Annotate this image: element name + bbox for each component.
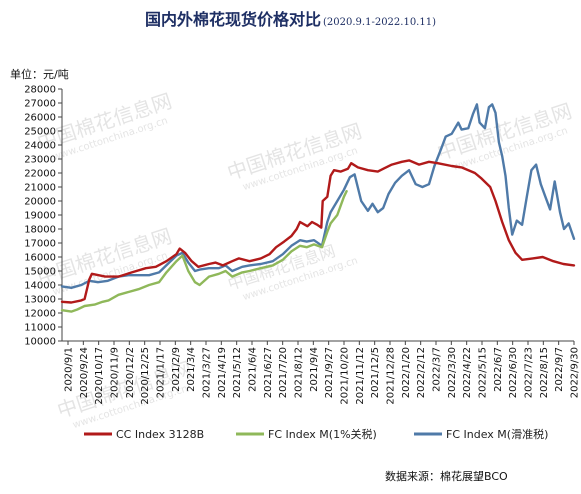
y-tick-label: 16000 — [24, 253, 56, 264]
x-tick-label: 2021/4/19 — [217, 347, 228, 398]
x-tick-label: 2020/12/25 — [140, 347, 151, 405]
x-tick-label: 2022/5/15 — [478, 347, 489, 398]
y-tick-label: 26000 — [24, 113, 56, 124]
x-tick-label: 2022/6/30 — [508, 347, 519, 398]
x-tick-label: 2021/9/4 — [309, 347, 320, 392]
x-tick-label: 2022/9/30 — [570, 347, 581, 398]
x-tick-label: 2022/3/7 — [432, 347, 443, 392]
y-tick-label: 21000 — [24, 183, 56, 194]
x-tick-label: 2021/3/27 — [202, 347, 213, 398]
chart-title: 国内外棉花现货价格对比 — [145, 10, 322, 29]
x-tick-label: 2021/6/4 — [248, 347, 259, 392]
x-tick-label: 2022/2/12 — [416, 347, 427, 398]
chart-subtitle: (2020.9.1-2022.10.11) — [323, 17, 436, 28]
y-tick-label: 14000 — [24, 281, 56, 292]
x-tick-label: 2020/11/9 — [110, 347, 121, 398]
x-tick-label: 2022/3/30 — [447, 347, 458, 398]
x-tick-label: 2022/9/7 — [554, 347, 565, 392]
series-line — [60, 159, 576, 304]
y-tick-label: 17000 — [24, 239, 56, 250]
x-tick-label: 2022/6/7 — [493, 347, 504, 392]
y-tick-label: 23000 — [24, 155, 56, 166]
x-tick-label: 2021/2/9 — [171, 347, 182, 392]
legend-label: FC Index M(滑准税) — [446, 427, 548, 441]
x-tick-label: 2020/10/17 — [94, 347, 105, 405]
data-source-note: 数据来源：棉花展望BCO — [385, 470, 508, 483]
x-tick-label: 2022/8/15 — [539, 347, 550, 398]
x-tick-label: 2021/3/4 — [186, 347, 197, 392]
x-tick-label: 2020/9/1 — [64, 347, 75, 392]
x-tick-label: 2021/11/12 — [355, 347, 366, 405]
y-tick-label: 15000 — [24, 267, 56, 278]
series-lines — [60, 103, 576, 313]
y-tick-label: 19000 — [24, 211, 56, 222]
x-tick-label: 2021/5/12 — [232, 347, 243, 398]
y-tick-label: 25000 — [24, 127, 56, 138]
y-axis-unit-label: 单位：元/吨 — [10, 68, 69, 81]
x-tick-label: 2022/1/20 — [401, 347, 412, 398]
y-tick-label: 11000 — [24, 323, 56, 334]
x-tick-label: 2021/1/17 — [156, 347, 167, 398]
x-tick-label: 2021/12/5 — [370, 347, 381, 398]
y-tick-label: 22000 — [24, 169, 56, 180]
series-line — [60, 190, 348, 313]
x-tick-label: 2021/8/12 — [294, 347, 305, 398]
y-tick-label: 20000 — [24, 197, 56, 208]
x-tick-label: 2021/12/28 — [386, 347, 397, 405]
x-tick-label: 2020/12/2 — [125, 347, 136, 398]
y-tick-label: 27000 — [24, 99, 56, 110]
x-tick-label: 2021/9/27 — [324, 347, 335, 398]
y-tick-label: 28000 — [24, 85, 56, 96]
y-tick-label: 10000 — [24, 337, 56, 348]
y-tick-label: 18000 — [24, 225, 56, 236]
chart-axes: 10000 11000 12000 13000 14000 15000 16000 17000… — [24, 85, 580, 405]
chart-title-block: 国内外棉花现货价格对比 (2020.9.1-2022.10.11) — [0, 6, 581, 30]
x-tick-label: 2021/7/20 — [278, 347, 289, 398]
x-tick-label: 2022/4/22 — [462, 347, 473, 398]
y-tick-label: 24000 — [24, 141, 56, 152]
x-tick-label: 2021/6/27 — [263, 347, 274, 398]
legend-label: CC Index 3128B — [116, 428, 204, 441]
x-tick-label: 2022/7/23 — [524, 347, 535, 398]
chart-legend: CC Index 3128B FC Index M(1%关税) FC Index M… — [84, 427, 548, 441]
series-line — [60, 103, 576, 289]
y-tick-label: 13000 — [24, 295, 56, 306]
x-tick-label: 2021/10/20 — [340, 347, 351, 405]
legend-label: FC Index M(1%关税) — [268, 427, 377, 441]
y-tick-label: 12000 — [24, 309, 56, 320]
x-tick-label: 2020/9/24 — [79, 347, 90, 398]
